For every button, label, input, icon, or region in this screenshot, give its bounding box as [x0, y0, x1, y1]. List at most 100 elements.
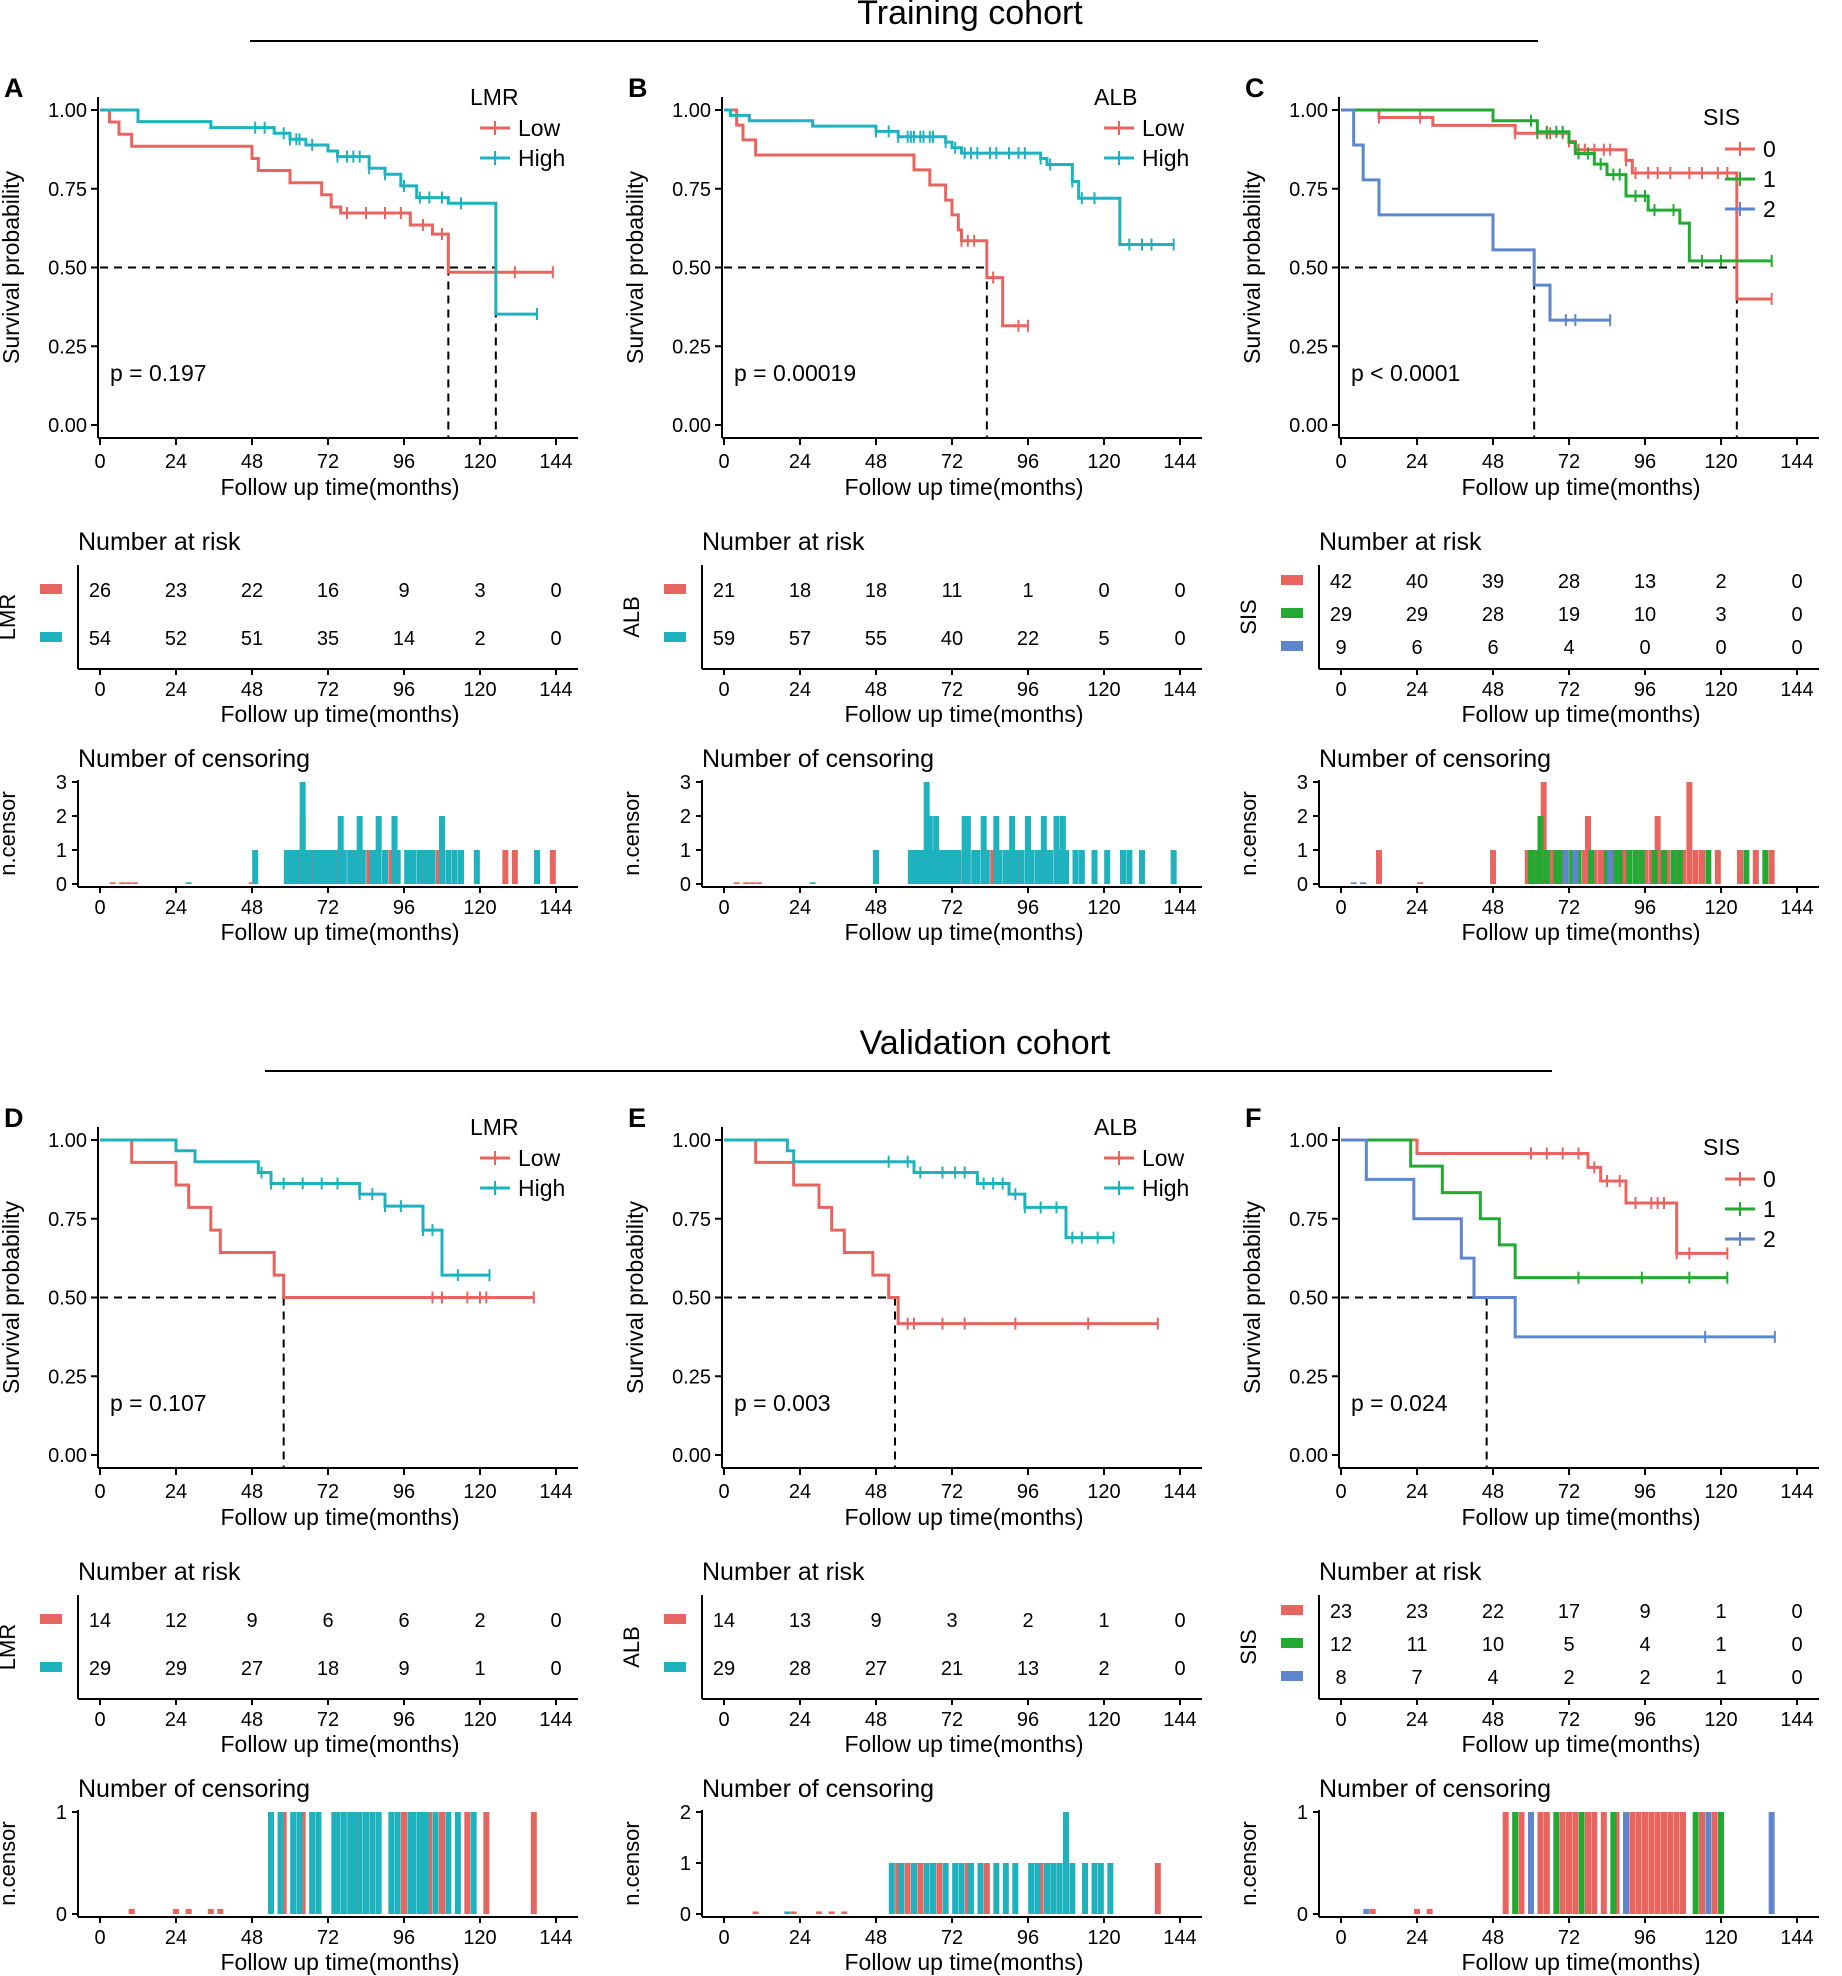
censor-bar [435, 850, 442, 884]
x-tick-label: 96 [1634, 1481, 1656, 1503]
y-tick-label: 1 [680, 1853, 691, 1875]
censor-bar [1661, 850, 1667, 884]
risk-count: 0 [1174, 1610, 1185, 1632]
censor-bar [1572, 850, 1579, 884]
censor-bar [1528, 1812, 1534, 1914]
censor-bar [290, 850, 297, 884]
x-tick-label: 96 [393, 1709, 415, 1731]
legend-label-2: 2 [1763, 1226, 1776, 1252]
x-tick-label: 48 [1482, 1927, 1504, 1949]
censor-bar [1518, 1812, 1525, 1914]
censor-bar [1126, 850, 1133, 884]
censor-bar [1063, 1812, 1069, 1914]
censor-bar [306, 850, 312, 884]
censor-bar [125, 882, 132, 884]
y-tick-label: 0.75 [48, 1209, 87, 1231]
panel-letter: E [628, 1103, 646, 1133]
censor-bar [252, 850, 259, 884]
censor-bar [1607, 850, 1614, 884]
panel-letter: C [1245, 73, 1265, 103]
censor-bar [347, 1812, 354, 1914]
y-tick-label: 0.75 [1289, 179, 1328, 201]
x-tick-label: 0 [94, 451, 105, 473]
risk-count: 5 [1098, 628, 1109, 650]
censor-bar [268, 1812, 274, 1914]
risk-count: 4 [1487, 1667, 1498, 1689]
censor-bar [911, 850, 917, 884]
panel-D: D0.000.250.500.751.000 24 48 72 96 120 144Foll… [0, 1103, 578, 1975]
censor-bar [828, 1911, 835, 1914]
censor-bar [983, 1863, 990, 1914]
x-tick-label: 120 [463, 451, 496, 473]
risk-count: 0 [1791, 637, 1802, 659]
x-tick-label: 48 [1482, 1481, 1504, 1503]
censor-bar [911, 1863, 917, 1914]
censor-bar [1056, 850, 1063, 884]
x-tick-label: 120 [1087, 679, 1120, 701]
censor-bar [1547, 850, 1553, 884]
censor-bar [369, 1812, 376, 1914]
x-tick-label: 48 [865, 1927, 887, 1949]
x-tick-label: 72 [317, 1927, 339, 1949]
risk-count: 22 [241, 580, 263, 602]
y-tick-label: 0.25 [672, 336, 711, 358]
censor-bar [1705, 1812, 1712, 1914]
risk-count: 0 [1174, 628, 1185, 650]
risk-row-swatch [664, 1662, 686, 1672]
x-tick-label: 120 [1704, 1481, 1737, 1503]
censor-bar [980, 816, 987, 884]
x-tick-label: 72 [317, 679, 339, 701]
risk-row-swatch [40, 584, 62, 594]
y-tick-label: 0.75 [1289, 1209, 1328, 1231]
censor-bar [923, 1863, 930, 1914]
censor-y-axis-title: n.censor [619, 1821, 644, 1905]
censor-bar [1082, 1863, 1088, 1914]
censor-y-axis-title: n.censor [0, 791, 20, 875]
panel-letter: D [4, 1103, 24, 1133]
censor-bar [923, 782, 930, 884]
y-tick-label: 1.00 [48, 1130, 87, 1152]
panel-letter: A [4, 73, 24, 103]
x-tick-label: 144 [1163, 451, 1196, 473]
x-tick-label: 72 [941, 1927, 963, 1949]
censor-bar [1604, 850, 1610, 884]
y-tick-label: 0 [1297, 874, 1308, 896]
risk-count: 2 [474, 628, 485, 650]
risk-table-title: Number at risk [78, 1558, 241, 1586]
x-tick-label: 144 [1163, 1481, 1196, 1503]
censor-bar [296, 1812, 303, 1914]
x-tick-label: 72 [1558, 1481, 1580, 1503]
y-tick-label: 1.00 [1289, 100, 1328, 122]
risk-count: 0 [1174, 1658, 1185, 1680]
risk-count: 6 [1411, 637, 1422, 659]
censor-bar [1711, 1812, 1718, 1914]
y-tick-label: 0 [56, 1904, 67, 1926]
x-axis-title: Follow up time(months) [844, 474, 1083, 500]
risk-count: 0 [1174, 580, 1185, 602]
censor-bar [1588, 850, 1595, 884]
legend-label-high: High [1142, 1175, 1189, 1201]
x-tick-label: 144 [1163, 1709, 1196, 1731]
y-tick-label: 1 [680, 840, 691, 862]
x-tick-label: 48 [241, 1927, 263, 1949]
censor-bar [394, 1812, 401, 1914]
risk-count: 29 [1330, 604, 1352, 626]
y-tick-label: 0.00 [48, 415, 87, 437]
x-tick-label: 120 [463, 1481, 496, 1503]
censor-bar [917, 850, 924, 884]
survival-curve-high [100, 108, 537, 316]
x-tick-label: 144 [1780, 451, 1813, 473]
censor-bar [933, 816, 940, 884]
risk-count: 2 [1098, 1658, 1109, 1680]
censor-bar [1737, 850, 1743, 884]
censor-bar [1718, 1812, 1724, 1914]
censor-bar [401, 1812, 407, 1914]
censor-bar [173, 1908, 179, 1914]
censor-bar [347, 850, 354, 884]
censor-bar [423, 1812, 430, 1914]
x-tick-label: 120 [1087, 1709, 1120, 1731]
y-tick-label: 2 [680, 1802, 691, 1824]
y-tick-label: 0 [680, 874, 691, 896]
censor-bar [1642, 1812, 1648, 1914]
x-tick-label: 120 [1087, 1927, 1120, 1949]
